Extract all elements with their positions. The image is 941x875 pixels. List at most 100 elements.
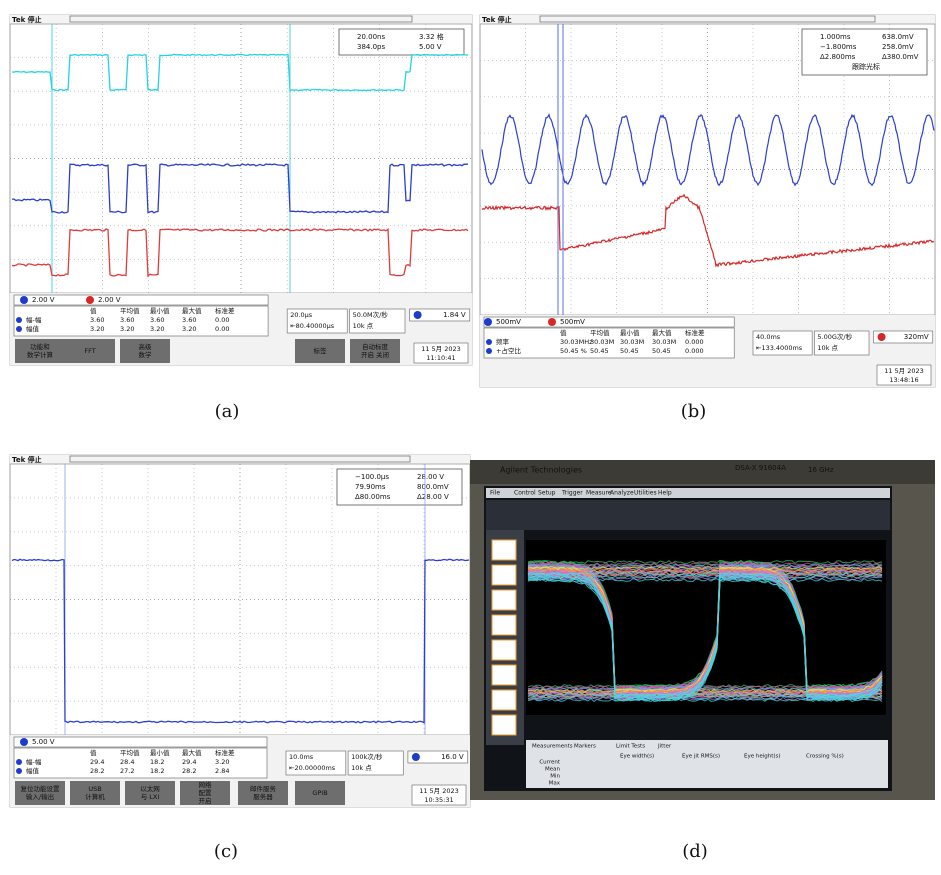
menu-button [350, 339, 400, 363]
label: 28.2 [90, 767, 104, 775]
label: 邮件服务 [250, 784, 277, 793]
channel-badge [486, 348, 492, 354]
label: −1.800ms [820, 43, 857, 51]
menu-button [15, 781, 65, 805]
label: 3.60 [150, 316, 164, 324]
label: 值 [560, 328, 567, 337]
channel-badge [548, 318, 556, 326]
label: 1.84 V [443, 311, 466, 319]
label: 标准差 [215, 748, 235, 757]
label: Eye width(s) [620, 754, 654, 760]
label: 数学计算 [27, 350, 54, 359]
eye-trace [527, 697, 883, 703]
label: 3.20 [215, 758, 229, 766]
label: 16 GHz [808, 466, 834, 474]
eye-trace [527, 569, 883, 575]
label: 网络 [199, 780, 213, 789]
label: 幅值 [26, 766, 40, 775]
label: 2.00 V [98, 296, 121, 304]
side-icon [491, 689, 517, 711]
label: 18.2 [150, 767, 164, 775]
label: Mean [545, 767, 560, 773]
channel-badge [486, 339, 492, 345]
eye-trace [527, 575, 883, 581]
eye-trace [527, 687, 883, 692]
label: 跟踪光标 [852, 62, 880, 71]
label: 5.00 V [419, 43, 442, 51]
label: 平均值 [120, 748, 140, 757]
label: Trigger [561, 490, 583, 497]
label: 值 [90, 306, 97, 315]
cursor-readout [338, 28, 465, 56]
label: 50.45 % [560, 347, 587, 355]
label: 平均值 [590, 328, 610, 337]
label: 5.00G次/秒 [817, 332, 852, 341]
label: FFT [84, 347, 95, 355]
label: Measure [586, 490, 612, 497]
table-box [13, 747, 268, 779]
label: 28.4 [120, 758, 134, 766]
label: 20.00ns [357, 33, 385, 41]
table-box [483, 327, 735, 359]
label: 13:48:16 [889, 376, 918, 384]
eye-trace [527, 688, 883, 693]
trigger-box [409, 308, 471, 322]
trigger-box [407, 750, 469, 764]
label: Limit Tests [616, 744, 645, 750]
menu-button [295, 781, 345, 805]
label: 3.20 [182, 325, 196, 333]
label: 最小值 [150, 748, 170, 757]
label: Crossing %(s) [806, 754, 844, 760]
top-bar [10, 15, 472, 24]
side-icon [491, 714, 517, 736]
trigger-box [873, 330, 934, 344]
menu-button [15, 339, 65, 363]
scale-box [13, 294, 269, 306]
scale-box [483, 316, 735, 328]
side-icon [491, 539, 517, 561]
menu-bar [486, 488, 890, 498]
side-icon [491, 664, 517, 686]
eye-trace [527, 691, 883, 696]
label: Eye height(s) [744, 754, 781, 760]
label: 标签 [314, 346, 328, 355]
waveform [12, 163, 469, 214]
label: 输入/输出 [26, 792, 54, 801]
label: Max [549, 781, 561, 787]
label: 平均值 [120, 306, 140, 315]
label: 500mV [560, 318, 585, 326]
eye-trace [527, 567, 883, 573]
label: 标准差 [685, 328, 705, 337]
label: DSA-X 91604A [735, 464, 786, 472]
top-bar [480, 15, 935, 24]
label: 服务器 [253, 792, 273, 801]
label: 20.0μs [290, 311, 313, 319]
trigger-badge [877, 333, 886, 341]
side-icon [491, 564, 517, 586]
label: 30.03M [620, 338, 644, 346]
label: Δ2.800ms [820, 53, 856, 61]
channel-badge [484, 318, 492, 326]
label: 50.45 [652, 347, 671, 355]
label: 30.03M [652, 338, 676, 346]
label: 标准差 [215, 306, 235, 315]
channel-badge [16, 768, 22, 774]
label: Tek 停止 [482, 15, 512, 24]
scale-box [13, 736, 268, 748]
label: 10k 点 [353, 322, 374, 330]
label: 3.20 [150, 325, 164, 333]
label: 1.000ms [820, 33, 851, 41]
menu-button [295, 339, 345, 363]
label: 3.60 [90, 316, 104, 324]
label: 320mV [904, 333, 929, 341]
label: 以太网 [140, 784, 160, 793]
label: Current [539, 760, 561, 766]
label: 幅-幅 [26, 315, 42, 324]
label: 10k 点 [817, 344, 838, 352]
label: 11 5月 2023 [884, 367, 924, 375]
horizontal-box [286, 308, 348, 334]
label: 11:10:41 [426, 354, 455, 362]
label: Control [514, 490, 536, 497]
label: 0.00 [215, 325, 229, 333]
label: 功能和 [30, 342, 50, 351]
